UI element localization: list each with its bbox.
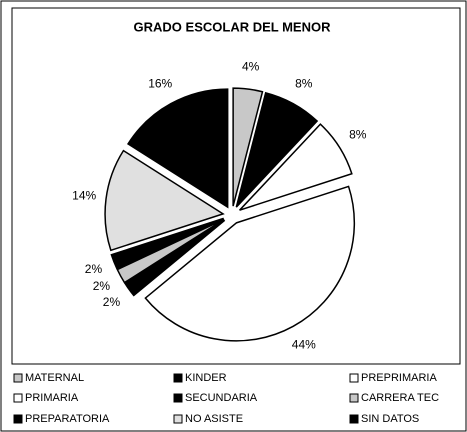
- legend-swatch: [173, 373, 183, 383]
- legend-label: NO ASISTE: [185, 413, 243, 425]
- pie-slice: [124, 219, 226, 297]
- data-label: 2%: [103, 295, 121, 309]
- pie-slice: [144, 185, 356, 342]
- data-label: 44%: [292, 338, 316, 352]
- data-label: 8%: [349, 127, 367, 141]
- chart-title: GRADO ESCOLAR DEL MENOR: [134, 19, 332, 34]
- pie-slice: [239, 123, 353, 211]
- data-label: 14%: [72, 188, 96, 202]
- data-label: 2%: [85, 262, 103, 276]
- pie-slice: [104, 149, 225, 252]
- pie-slice: [126, 88, 229, 209]
- legend-label: SECUNDARIA: [185, 392, 258, 404]
- pie-slice: [116, 218, 225, 284]
- legend-swatch: [13, 373, 23, 383]
- pie-slice: [235, 91, 319, 208]
- legend-label: KINDER: [185, 372, 227, 384]
- data-label: 8%: [295, 77, 313, 91]
- legend-swatch: [173, 393, 183, 403]
- pie-slice: [232, 87, 264, 207]
- legend-swatch: [13, 414, 23, 424]
- plot-frame: [11, 7, 461, 365]
- legend-swatch: [349, 373, 359, 383]
- legend-label: SIN DATOS: [361, 413, 419, 425]
- legend-label: PREPRIMARIA: [361, 372, 437, 384]
- legend-label: PRIMARIA: [25, 392, 79, 404]
- data-label: 4%: [242, 59, 260, 73]
- legend-swatch: [13, 393, 23, 403]
- legend-swatch: [349, 393, 359, 403]
- data-label: 16%: [148, 77, 172, 91]
- legend-label: MATERNAL: [25, 372, 84, 384]
- legend-swatch: [173, 414, 183, 424]
- legend-label: PREPARATORIA: [25, 413, 110, 425]
- legend-swatch: [349, 414, 359, 424]
- legend-label: CARRERA TEC: [361, 392, 439, 404]
- pie-slice: [110, 217, 224, 270]
- data-label: 2%: [93, 279, 111, 293]
